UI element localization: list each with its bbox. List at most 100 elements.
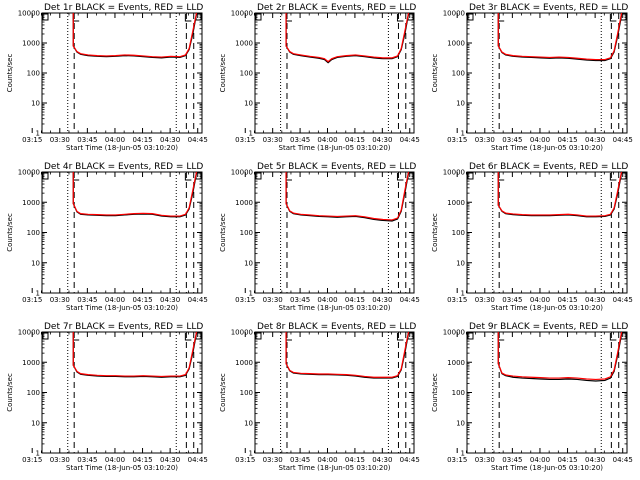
interval-bracket — [396, 173, 404, 181]
x-axis-label: Start Time (18-Jun-05 03:10:20) — [279, 304, 391, 312]
y-tick-label: 100 — [240, 229, 253, 237]
interval-bracket — [396, 333, 404, 341]
x-tick-label: 03:15 — [447, 456, 467, 464]
panel-title: Det 1r BLACK = Events, RED = LLD — [44, 3, 203, 13]
plot-frame — [41, 171, 203, 294]
events-series-line — [285, 332, 410, 379]
y-tick-label: 1 — [249, 130, 253, 138]
lld-series-line — [285, 332, 410, 378]
lld-series-line — [285, 172, 410, 221]
x-tick-label: 04:45 — [188, 456, 208, 464]
lld-series-line — [72, 332, 198, 378]
x-tick-label: 04:30 — [372, 136, 392, 144]
x-tick-label: 04:30 — [160, 136, 180, 144]
x-tick-label: 03:45 — [290, 456, 310, 464]
panel-title: Det 2r BLACK = Events, RED = LLD — [257, 3, 416, 13]
x-axis-label: Start Time (18-Jun-05 03:10:20) — [66, 144, 178, 152]
x-tick-label: 03:30 — [263, 296, 283, 304]
y-tick-label: 10 — [244, 100, 253, 108]
detector-panel-3: Det 3r BLACK = Events, RED = LLD 1 10 100 10… — [431, 3, 633, 152]
x-tick-label: 04:00 — [530, 296, 550, 304]
y-tick-label: 100 — [240, 389, 253, 397]
x-tick-label: 04:15 — [557, 456, 577, 464]
y-tick-label: 10 — [244, 259, 253, 267]
x-tick-label: 04:15 — [132, 456, 152, 464]
interval-bracket — [609, 14, 617, 22]
x-tick-label: 04:15 — [557, 136, 577, 144]
x-tick-label: 04:45 — [400, 136, 420, 144]
y-tick-label: 1000 — [22, 40, 40, 48]
interval-bracket — [255, 332, 262, 340]
y-tick-label: 100 — [27, 229, 40, 237]
y-tick-label: 1 — [461, 450, 465, 458]
detector-panel-4: Det 4r BLACK = Events, RED = LLD 1 10 100 10… — [6, 162, 208, 312]
x-tick-label: 03:30 — [475, 296, 495, 304]
panel-title: Det 8r BLACK = Events, RED = LLD — [257, 322, 416, 332]
y-axis-label: Counts/sec — [219, 213, 227, 252]
interval-bracket — [255, 13, 262, 21]
y-tick-label: 1 — [461, 130, 465, 138]
x-axis-label: Start Time (18-Jun-05 03:10:20) — [279, 464, 391, 472]
x-axis-label: Start Time (18-Jun-05 03:10:20) — [279, 144, 391, 152]
y-tick-label: 1 — [249, 450, 253, 458]
panel-title: Det 5r BLACK = Events, RED = LLD — [257, 162, 416, 172]
y-tick-label: 10 — [456, 100, 465, 108]
x-tick-label: 04:30 — [372, 296, 392, 304]
interval-bracket — [184, 14, 192, 22]
y-tick-label: 10000 — [443, 329, 465, 337]
y-tick-label: 100 — [452, 70, 465, 78]
y-tick-label: 10000 — [18, 10, 40, 18]
y-tick-label: 10000 — [443, 10, 465, 18]
x-tick-label: 04:15 — [557, 296, 577, 304]
y-tick-label: 1000 — [22, 199, 40, 207]
x-tick-label: 04:00 — [530, 136, 550, 144]
x-tick-label: 03:45 — [290, 296, 310, 304]
y-tick-label: 1000 — [447, 40, 465, 48]
y-tick-label: 1 — [36, 290, 40, 298]
y-tick-label: 10000 — [18, 169, 40, 177]
x-tick-label: 04:30 — [585, 136, 605, 144]
panel-title: Det 7r BLACK = Events, RED = LLD — [44, 322, 203, 332]
x-tick-label: 04:30 — [160, 296, 180, 304]
x-tick-label: 04:30 — [372, 456, 392, 464]
x-tick-label: 04:45 — [400, 296, 420, 304]
events-series-line — [285, 172, 410, 222]
lld-series-line — [497, 172, 623, 217]
y-tick-label: 10 — [244, 419, 253, 427]
y-tick-label: 1000 — [447, 359, 465, 367]
y-tick-label: 1 — [249, 290, 253, 298]
panel-title: Det 3r BLACK = Events, RED = LLD — [469, 3, 628, 13]
plot-frame — [254, 171, 415, 294]
lld-series-line — [285, 13, 410, 63]
x-tick-label: 03:45 — [502, 296, 522, 304]
y-tick-label: 100 — [452, 389, 465, 397]
y-tick-label: 10000 — [231, 169, 253, 177]
y-axis-label: Counts/sec — [431, 373, 439, 412]
x-axis-label: Start Time (18-Jun-05 03:10:20) — [491, 464, 603, 472]
x-tick-label: 03:15 — [235, 456, 255, 464]
x-tick-label: 04:00 — [317, 296, 337, 304]
events-series-line — [72, 172, 198, 218]
detector-panel-7: Det 7r BLACK = Events, RED = LLD 1 10 100 10… — [6, 322, 208, 472]
events-series-line — [497, 332, 623, 382]
panel-title: Det 4r BLACK = Events, RED = LLD — [44, 162, 203, 172]
y-tick-label: 10000 — [443, 169, 465, 177]
x-tick-label: 04:00 — [105, 296, 125, 304]
x-tick-label: 03:45 — [77, 456, 97, 464]
detector-panel-9: Det 9r BLACK = Events, RED = LLD 1 10 100 10… — [431, 322, 633, 472]
x-tick-label: 04:45 — [400, 456, 420, 464]
events-series-line — [497, 172, 623, 218]
x-tick-label: 03:15 — [235, 296, 255, 304]
y-tick-label: 1 — [461, 290, 465, 298]
y-axis-label: Counts/sec — [431, 213, 439, 252]
y-tick-label: 1 — [36, 450, 40, 458]
interval-bracket — [609, 173, 617, 181]
y-tick-label: 10 — [31, 419, 40, 427]
x-axis-label: Start Time (18-Jun-05 03:10:20) — [66, 464, 178, 472]
x-tick-label: 03:30 — [263, 456, 283, 464]
plot-frame — [466, 331, 628, 454]
x-tick-label: 04:15 — [132, 136, 152, 144]
x-axis-label: Start Time (18-Jun-05 03:10:20) — [491, 144, 603, 152]
x-tick-label: 04:00 — [317, 136, 337, 144]
y-axis-label: Counts/sec — [431, 54, 439, 93]
